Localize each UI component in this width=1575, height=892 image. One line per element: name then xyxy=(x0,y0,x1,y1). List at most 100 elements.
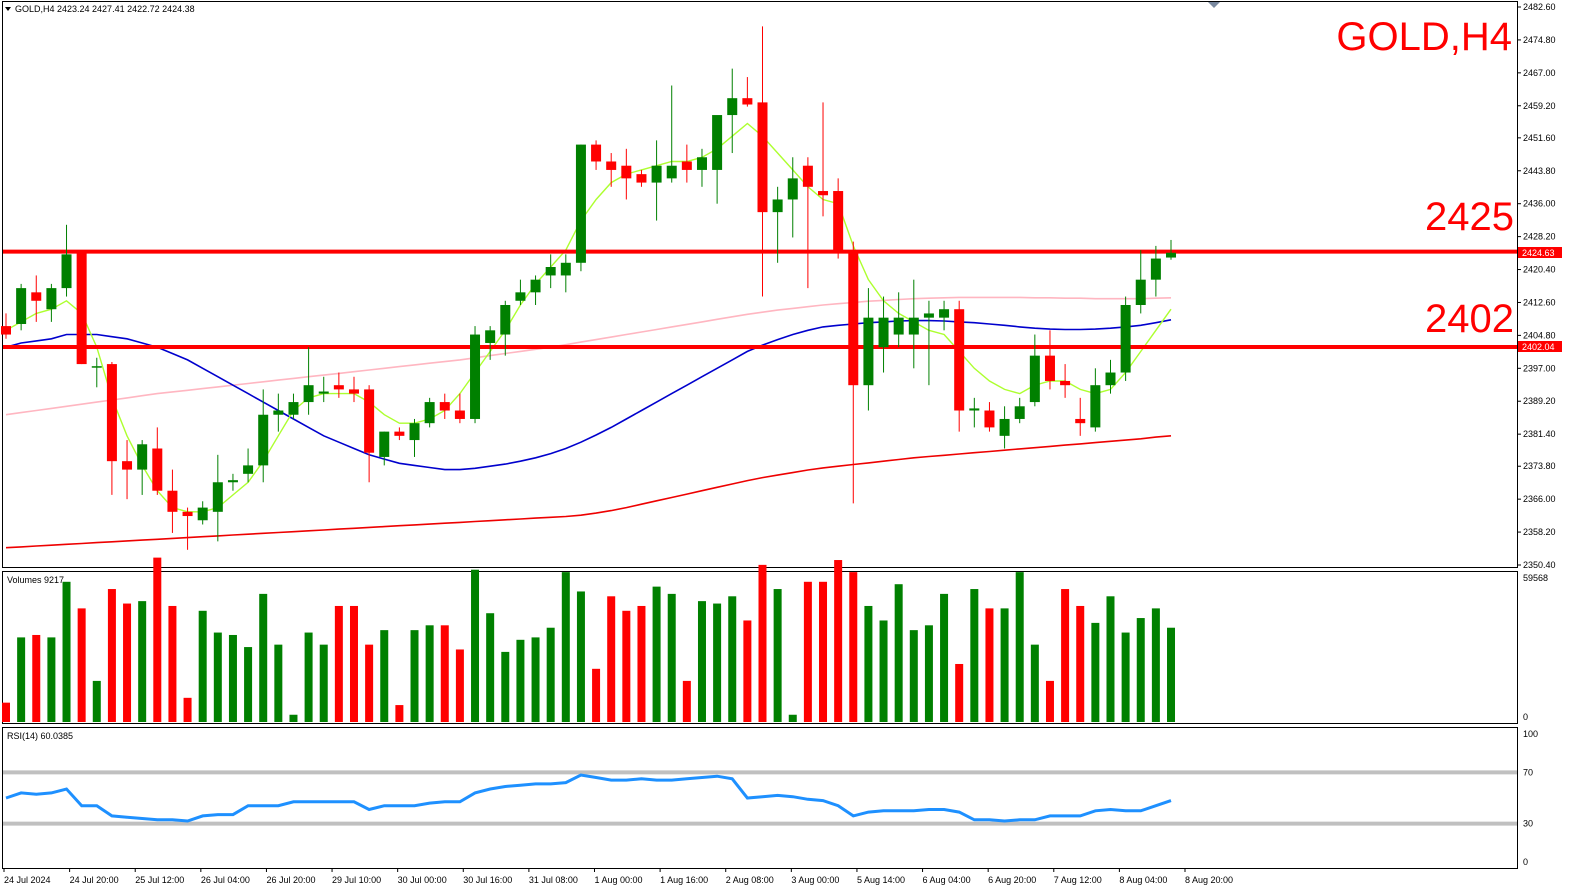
price-panel[interactable] xyxy=(2,1,1518,568)
rsi-tick-label: 70 xyxy=(1523,767,1533,777)
level-label-lower: 2402 xyxy=(1425,297,1514,341)
volume-bar xyxy=(819,581,828,722)
volume-bar xyxy=(168,605,177,722)
volume-bar xyxy=(153,557,162,722)
volume-bar xyxy=(32,634,41,722)
candle-body xyxy=(318,391,329,394)
volume-bar xyxy=(77,608,86,722)
volume-bar xyxy=(985,608,994,722)
level-tag-lower: 2402.04 xyxy=(1522,342,1555,352)
rsi-label: RSI(14) 60.0385 xyxy=(7,731,73,741)
volume-bar xyxy=(531,637,540,722)
candle-body xyxy=(333,385,344,390)
ma-pink-line xyxy=(5,296,1172,416)
volume-bar xyxy=(1121,632,1130,722)
time-tick-label: 25 Jul 12:00 xyxy=(135,875,184,885)
volume-bar xyxy=(561,572,570,722)
volume-bar xyxy=(546,627,555,722)
axes-layer: 2482.60 2474.80 2467.00 2459.20 2451.60 2443.… xyxy=(3,2,1556,885)
candle-body xyxy=(273,410,284,415)
ma-red-line xyxy=(5,435,1172,549)
price-tick-label: 2358.20 xyxy=(1523,527,1556,537)
ma-blue-line xyxy=(5,319,1172,471)
price-tick-label: 2350.40 xyxy=(1523,560,1556,570)
candle-body xyxy=(742,98,753,105)
rsi-layer xyxy=(3,770,1517,826)
time-tick-label: 30 Jul 16:00 xyxy=(463,875,512,885)
rsi-line xyxy=(5,773,1172,823)
price-tick-label: 2381.40 xyxy=(1523,429,1556,439)
volume-bar xyxy=(259,593,268,722)
volumes-layer xyxy=(2,557,1176,722)
candle-body xyxy=(560,262,571,276)
time-tick-label: 5 Aug 14:00 xyxy=(857,875,905,885)
volume-bar xyxy=(410,630,419,722)
volume-bar xyxy=(1076,605,1085,722)
candle-body xyxy=(454,410,465,419)
volume-bar xyxy=(107,589,116,722)
volume-bar xyxy=(834,560,843,722)
candle-body xyxy=(227,480,238,483)
symbol-dropdown-icon[interactable] xyxy=(5,7,11,11)
time-tick-label: 1 Aug 16:00 xyxy=(660,875,708,885)
candle-body xyxy=(1,326,11,335)
volume-bar xyxy=(924,625,933,722)
candle-body xyxy=(1014,406,1025,419)
chart-title: GOLD,H4 xyxy=(1336,15,1512,59)
volume-bar xyxy=(728,596,737,722)
candle-body xyxy=(999,418,1010,436)
volume-bar xyxy=(622,610,631,722)
time-tick-label: 6 Aug 04:00 xyxy=(923,875,971,885)
volume-bar xyxy=(1030,644,1039,722)
rsi-tick-label: 0 xyxy=(1523,857,1528,867)
volume-bar xyxy=(440,625,449,722)
candle-body xyxy=(666,165,677,179)
volume-bar xyxy=(758,564,767,722)
candle-body xyxy=(348,389,359,394)
candle-body xyxy=(1060,380,1071,386)
level-tag-upper: 2424.63 xyxy=(1522,248,1555,258)
volume-bar xyxy=(1091,622,1100,722)
volume-bar xyxy=(894,584,903,722)
candle-body xyxy=(91,366,102,368)
volume-bar xyxy=(425,625,434,722)
volume-bar xyxy=(334,605,343,722)
volume-bar xyxy=(803,581,812,722)
volume-bar xyxy=(1151,608,1160,722)
volume-bar xyxy=(637,605,646,722)
volume-bar xyxy=(909,630,918,722)
candle-body xyxy=(545,267,556,276)
candle-body xyxy=(848,250,859,386)
candle-body xyxy=(954,309,965,411)
volume-bar xyxy=(244,647,253,722)
level-tag-lower-box xyxy=(1518,341,1562,352)
price-tick-label: 2436.00 xyxy=(1523,199,1556,209)
chart-shift-marker[interactable] xyxy=(1208,2,1220,8)
candle-body xyxy=(606,161,617,170)
volume-bar xyxy=(304,632,313,722)
candle-body xyxy=(1029,355,1040,403)
volume-bar xyxy=(380,630,389,722)
candle-body xyxy=(137,444,148,470)
candle-body xyxy=(712,115,723,170)
volume-bar xyxy=(1045,680,1054,722)
volume-bar xyxy=(501,651,510,722)
volume-bar xyxy=(47,637,56,722)
volume-bar xyxy=(849,572,858,722)
volume-max-label: 59568 xyxy=(1523,573,1548,583)
candle-body xyxy=(696,157,707,170)
volume-bar xyxy=(1106,596,1115,722)
candle-body xyxy=(787,178,798,200)
volume-bar xyxy=(471,569,480,722)
candle-body xyxy=(1135,279,1146,305)
price-tick-label: 2420.40 xyxy=(1523,265,1556,275)
volume-bar xyxy=(198,610,207,722)
candle-body xyxy=(31,292,42,301)
volume-bar xyxy=(773,589,782,722)
candle-body xyxy=(258,414,269,466)
candle-body xyxy=(424,402,435,424)
volume-bar xyxy=(667,593,676,722)
candle-body xyxy=(772,199,783,213)
candle-body xyxy=(439,402,450,411)
